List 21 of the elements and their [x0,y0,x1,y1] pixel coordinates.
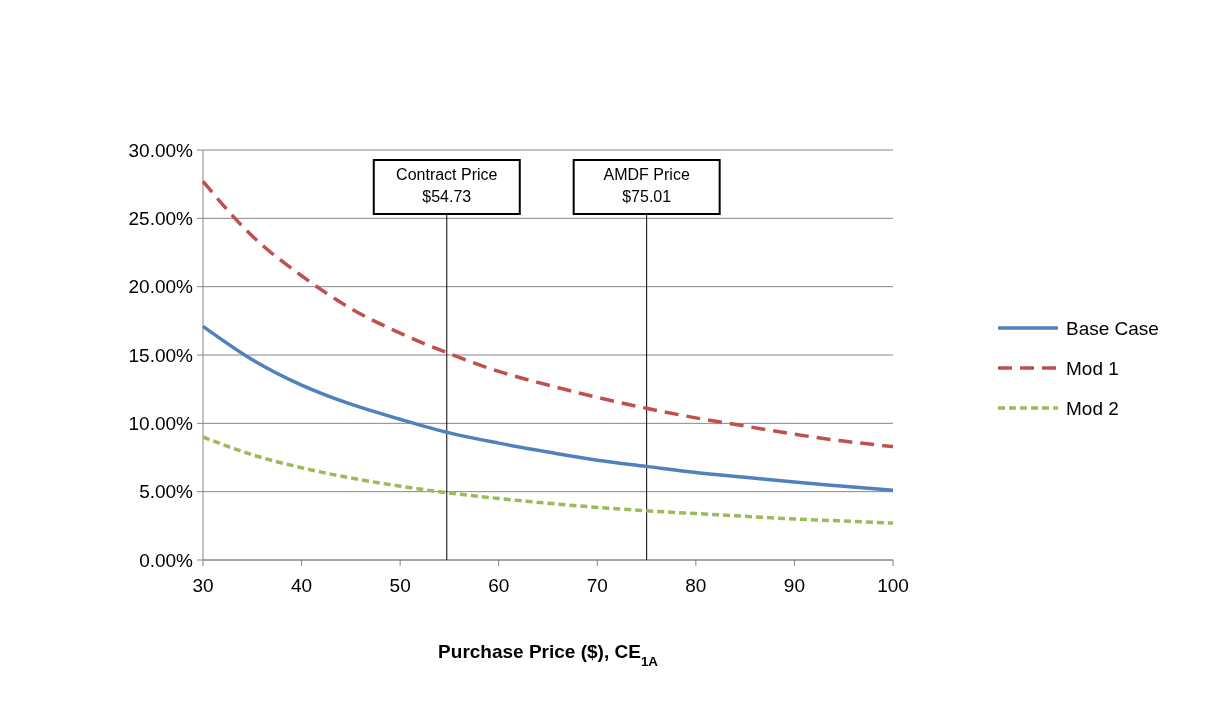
y-tick-label: 5.00% [139,481,194,503]
legend-label: Mod 2 [1066,397,1119,419]
legend-label: Mod 1 [1066,357,1119,379]
y-tick-label: 20.00% [128,276,194,298]
y-tick-label: 30.00% [128,139,194,161]
x-tick-label: 30 [192,575,214,596]
ref-line-label: AMDF Price $75.01 [603,166,690,205]
y-tick-label: 15.00% [128,344,194,366]
x-tick-label: 50 [389,575,411,596]
x-tick-label: 90 [783,575,805,596]
x-tick-label: 40 [291,575,313,596]
legend-label: Base Case [1066,317,1159,339]
x-tick-label: 60 [488,575,510,596]
ref-line-label: Contract Price $54.73 [396,166,498,205]
x-tick-label: 80 [685,575,707,596]
y-tick-label: 0.00% [139,549,194,571]
x-axis-title: Purchase Price ($), CE$_{1A}$ [438,641,659,669]
y-tick-label: 10.00% [128,412,194,434]
y-tick-label: 25.00% [128,207,194,229]
x-tick-label: 100 [877,575,909,596]
x-tick-label: 70 [586,575,608,596]
